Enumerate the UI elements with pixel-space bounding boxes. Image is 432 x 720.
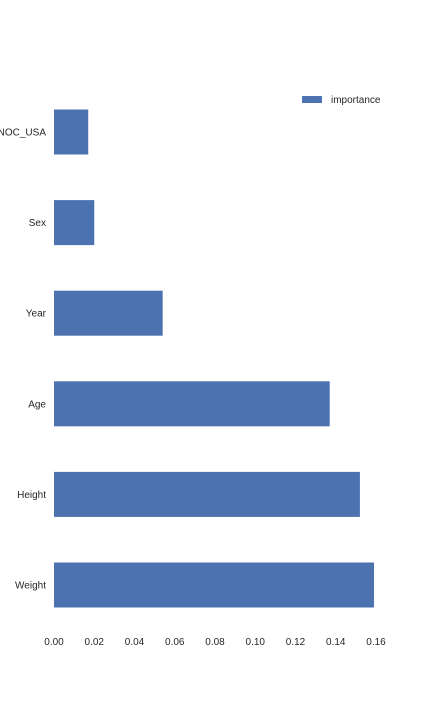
bar-weight <box>54 562 374 608</box>
x-tick-label: 0.04 <box>125 637 145 648</box>
bar-age <box>54 381 330 427</box>
x-tick-label: 0.08 <box>205 637 225 648</box>
category-label-weight: Weight <box>15 581 46 592</box>
x-tick-label: 0.16 <box>366 637 386 648</box>
category-label-height: Height <box>17 490 46 501</box>
x-tick-labels: 0.00 0.02 0.04 0.06 0.08 0.10 0.12 0.14 0.16 <box>44 637 386 648</box>
category-label-sex: Sex <box>29 218 46 229</box>
category-label-age: Age <box>28 399 46 410</box>
x-tick-label: 0.00 <box>44 637 64 648</box>
bar-sex <box>54 200 95 246</box>
legend-swatch <box>302 96 322 103</box>
x-tick-label: 0.14 <box>326 637 346 648</box>
category-label-noc-usa: NOC_USA <box>0 128 46 139</box>
legend: importance <box>302 95 381 106</box>
bar-height <box>54 471 360 517</box>
bar-year <box>54 290 163 336</box>
x-tick-label: 0.02 <box>85 637 105 648</box>
x-tick-label: 0.06 <box>165 637 185 648</box>
category-label-year: Year <box>26 309 47 320</box>
bars-group <box>54 109 374 608</box>
category-labels: Weight Height Age Year Sex NOC_USA <box>0 128 47 592</box>
x-tick-label: 0.12 <box>286 637 306 648</box>
bar-noc-usa <box>54 109 89 155</box>
x-tick-label: 0.10 <box>246 637 266 648</box>
legend-label: importance <box>331 95 381 106</box>
